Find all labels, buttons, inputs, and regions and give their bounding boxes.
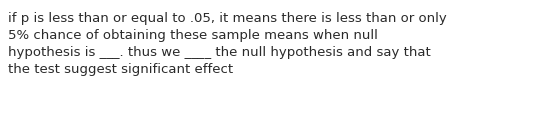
Text: if p is less than or equal to .05, it means there is less than or only
5% chance: if p is less than or equal to .05, it me…: [8, 12, 447, 76]
